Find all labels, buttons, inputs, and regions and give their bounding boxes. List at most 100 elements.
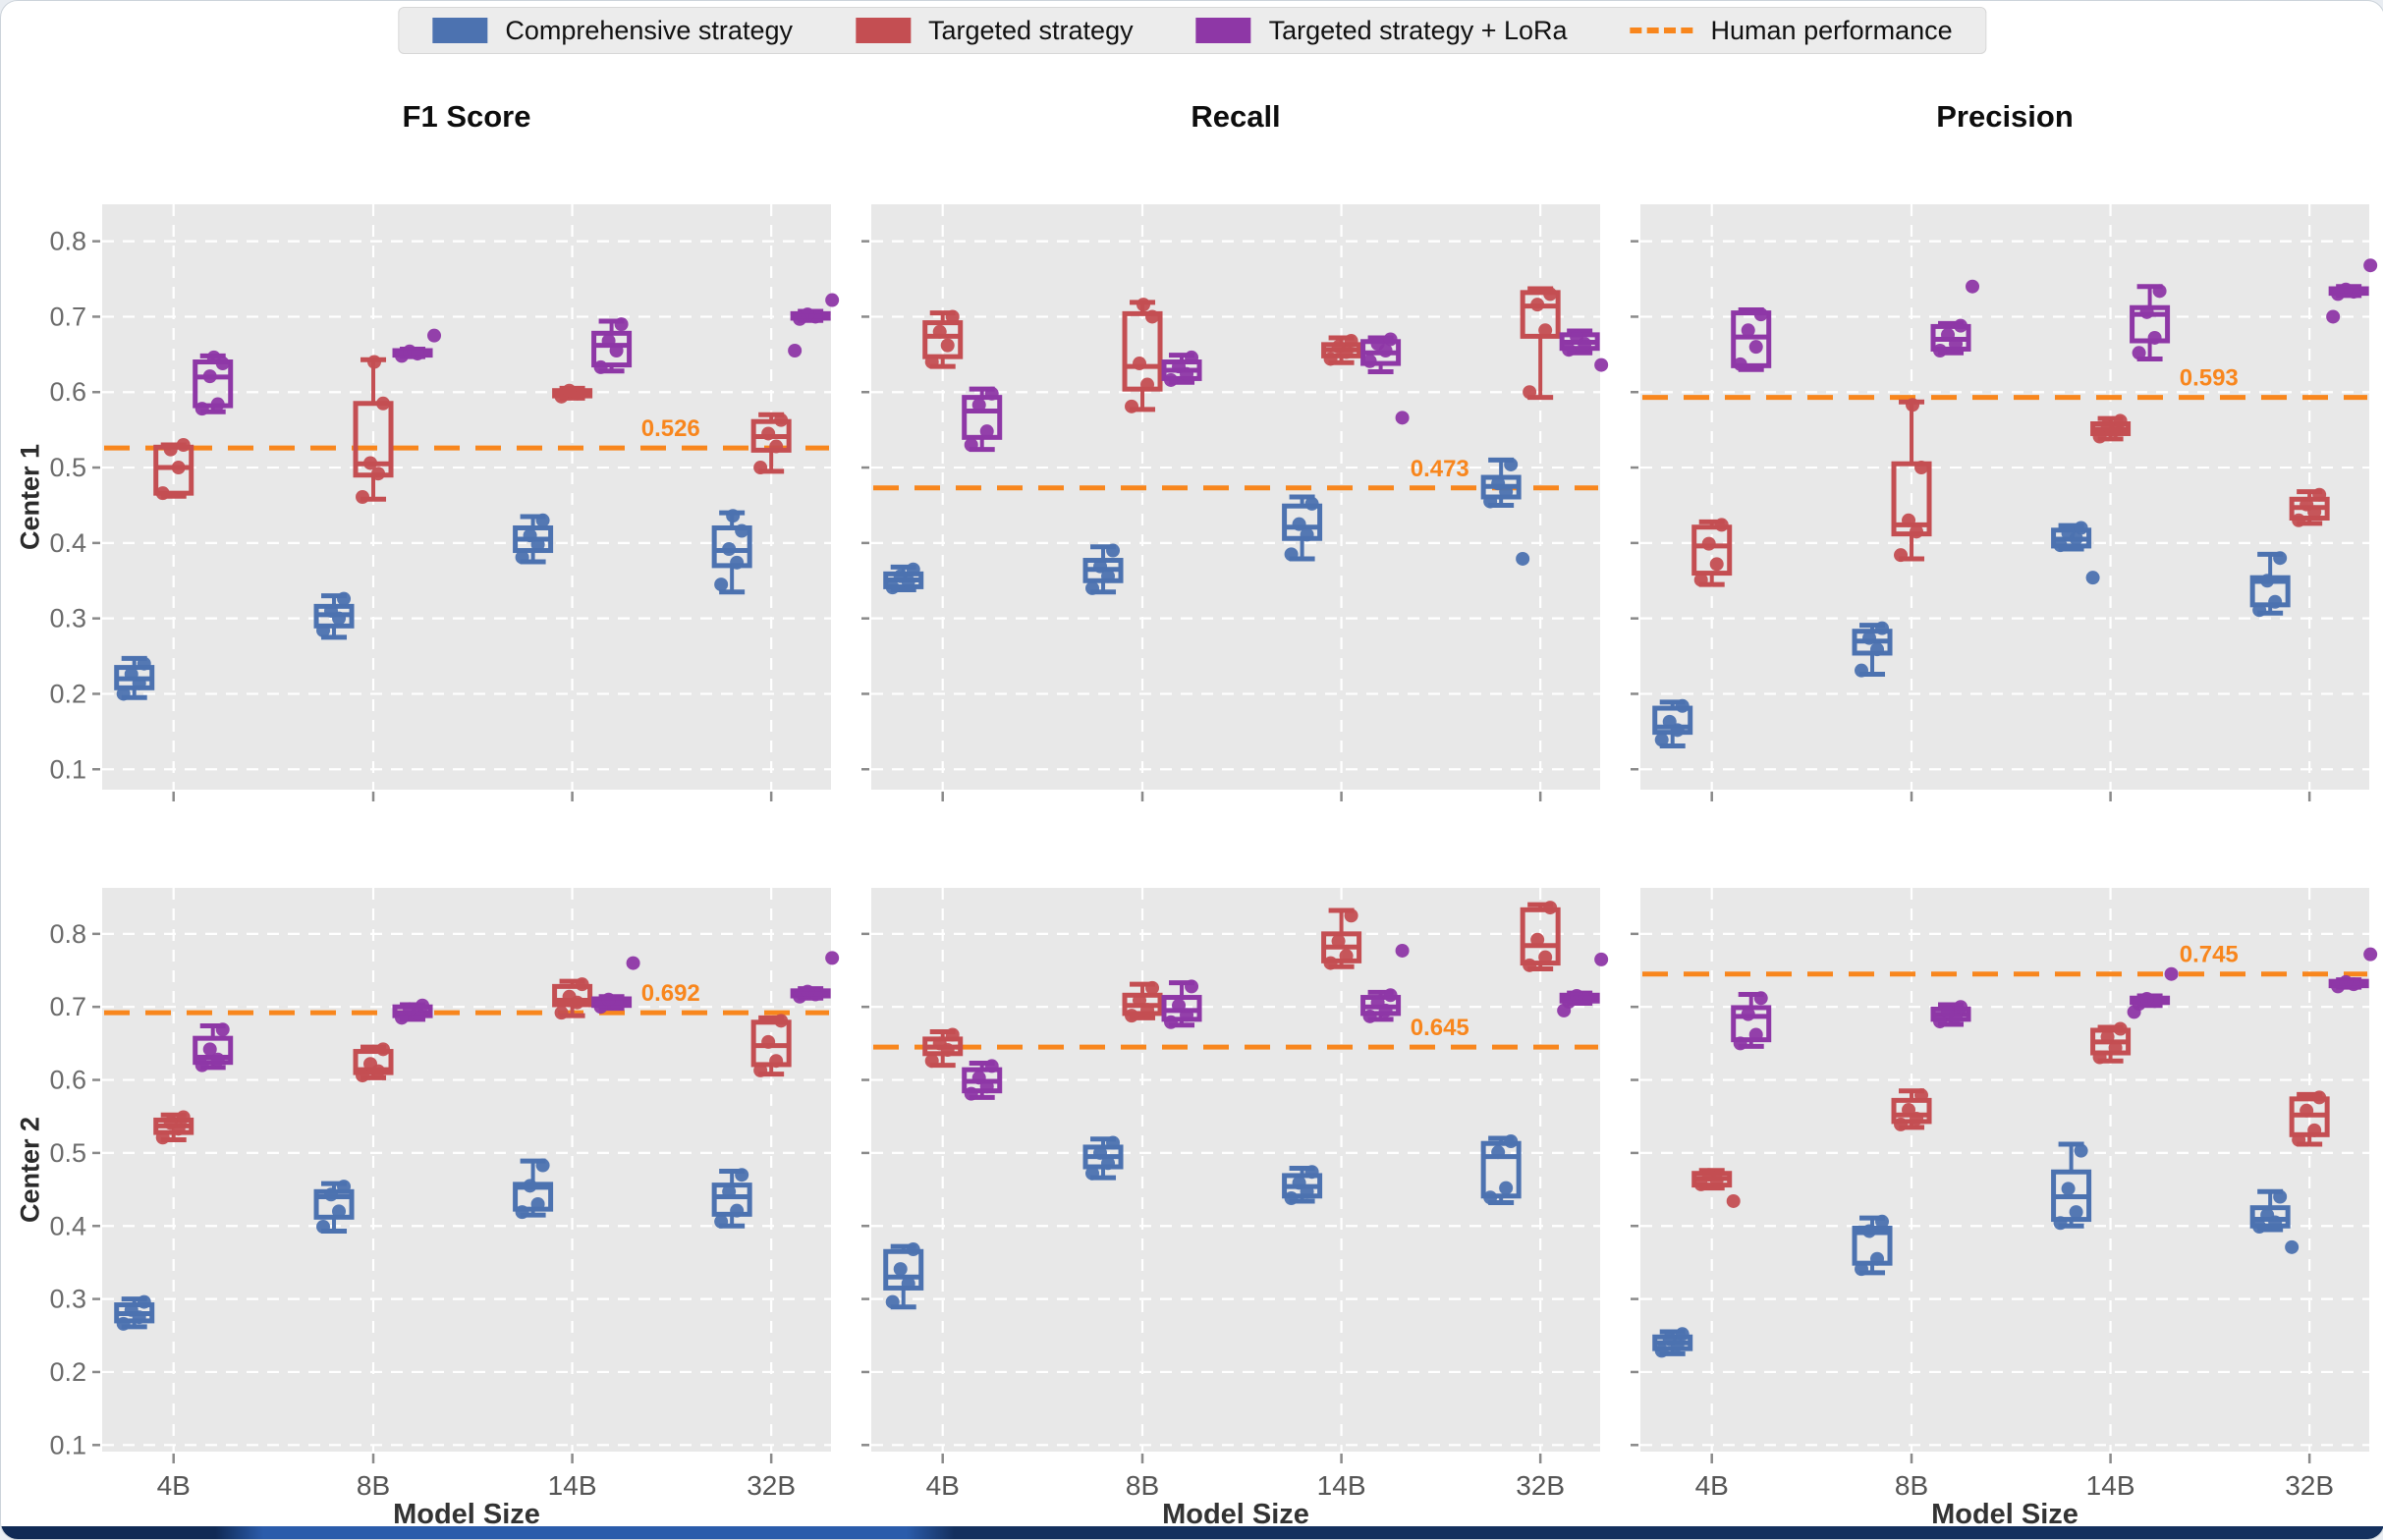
data-point [210, 397, 225, 412]
box-f1-score-center-1-32b-comprehensive [711, 509, 752, 595]
box-recall-center-2-32b-comprehensive [1480, 1134, 1522, 1205]
data-point [337, 1180, 352, 1194]
box-f1-score-center-2-8b-targeted [353, 1042, 394, 1083]
box-recall-center-1-14b-targeted [1321, 334, 1362, 366]
data-point [614, 317, 629, 332]
data-point [194, 1058, 209, 1072]
data-point [535, 1158, 550, 1173]
data-point [2100, 418, 2115, 433]
data-point [722, 1184, 737, 1199]
data-point [2273, 1189, 2288, 1204]
data-point [2292, 513, 2306, 527]
data-point [2053, 1216, 2068, 1231]
data-point [979, 424, 994, 439]
box-f1-score-center-1-32b-targeted [750, 412, 792, 475]
box-precision-center-1-8b-targeted [1891, 398, 1932, 563]
y-tick-label: 0.1 [49, 754, 86, 784]
x-tick-label: 4B [157, 1470, 191, 1501]
plot-area [102, 888, 831, 1452]
data-point [1491, 1145, 1506, 1160]
targeted-lora-color-swatch [1195, 18, 1251, 43]
data-point [367, 355, 382, 369]
data-point [1383, 332, 1398, 347]
data-point [893, 1262, 908, 1277]
data-point [2147, 330, 2162, 345]
data-point [1530, 298, 1545, 312]
data-point [1164, 372, 1179, 387]
data-point [971, 398, 986, 412]
data-point [1125, 399, 1139, 413]
outlier-point [1726, 1193, 1741, 1208]
human-dashed-line-swatch [1630, 28, 1693, 33]
box-precision-center-2-32b-comprehensive [2249, 1188, 2300, 1254]
box-f1-score-center-1-8b-targeted_lora [392, 328, 442, 363]
box-recall-center-1-8b-comprehensive [1082, 543, 1124, 595]
box-recall-center-1-8b-targeted_lora [1161, 350, 1202, 387]
data-point [1140, 377, 1155, 392]
outlier-point [2363, 258, 2378, 273]
box-f1-score-center-2-4b-comprehensive [114, 1294, 155, 1331]
subplot-recall-center-2: 4B 8B 14B 32B 0.645 [861, 888, 1609, 1501]
data-point [515, 1205, 529, 1220]
data-point [1855, 1262, 1869, 1277]
x-tick-label: 4B [1695, 1470, 1729, 1501]
data-point [2300, 497, 2314, 512]
data-point [1339, 949, 1354, 963]
box-recall-center-1-32b-comprehensive [1480, 457, 1530, 566]
data-point [2061, 1182, 2076, 1196]
x-tick-label: 32B [1516, 1470, 1565, 1501]
data-point [1753, 307, 1768, 322]
data-point [1701, 1168, 1716, 1182]
data-point [945, 1027, 960, 1042]
data-point [371, 467, 386, 481]
data-point [1748, 340, 1763, 355]
data-point [376, 1042, 391, 1057]
box-precision-center-1-8b-comprehensive [1852, 621, 1893, 678]
data-point [1949, 337, 1964, 352]
outlier-point [2363, 947, 2378, 962]
data-point [116, 687, 131, 701]
subplot-f1-score-center-2: 0.1 0.2 0.3 0.4 0.5 0.6 0.7 0.8 4B 8B 14B 32B 0.692 [49, 888, 840, 1501]
data-point [1133, 357, 1147, 371]
data-point [1954, 318, 1968, 333]
data-point [735, 523, 749, 538]
data-point [2074, 1143, 2088, 1158]
data-point [1370, 337, 1385, 352]
data-point [1933, 1015, 1948, 1029]
data-point [1910, 1111, 1924, 1126]
outlier-point [1594, 358, 1609, 372]
x-tick-label: 32B [2285, 1470, 2334, 1501]
data-point [801, 307, 815, 322]
data-point [1875, 1214, 1890, 1229]
data-point [575, 977, 589, 992]
comprehensive-color-swatch [432, 18, 488, 43]
x-tick-label: 14B [548, 1470, 597, 1501]
box-precision-center-2-14b-targeted [2090, 1021, 2132, 1065]
box-f1-score-center-1-32b-targeted_lora [788, 293, 840, 358]
y-tick-label: 0.1 [49, 1430, 86, 1459]
subplot-precision-center-2: 4B 8B 14B 32B 0.745 [1631, 888, 2378, 1501]
y-tick-label: 0.5 [49, 1138, 86, 1168]
data-point [132, 676, 146, 690]
data-point [885, 1294, 900, 1309]
box-f1-score-center-1-8b-comprehensive [313, 591, 355, 640]
data-point [1491, 476, 1506, 491]
data-point [1875, 621, 1890, 635]
data-point [403, 1002, 417, 1017]
box-f1-score-center-2-32b-targeted [750, 1014, 792, 1077]
data-point [964, 438, 978, 453]
data-point [1164, 1015, 1179, 1029]
legend-label-targeted: Targeted strategy [927, 15, 1134, 45]
data-point [593, 359, 608, 374]
outlier-point [427, 328, 442, 343]
data-point [714, 1214, 729, 1229]
box-f1-score-center-1-8b-targeted [353, 355, 394, 504]
data-point [363, 456, 378, 470]
data-point [403, 344, 417, 358]
data-point [1085, 1166, 1100, 1181]
human-performance-value: 0.526 [641, 415, 700, 442]
data-point [416, 998, 430, 1013]
box-precision-center-2-4b-comprehensive [1652, 1327, 1693, 1358]
box-f1-score-center-2-8b-targeted_lora [392, 998, 433, 1025]
